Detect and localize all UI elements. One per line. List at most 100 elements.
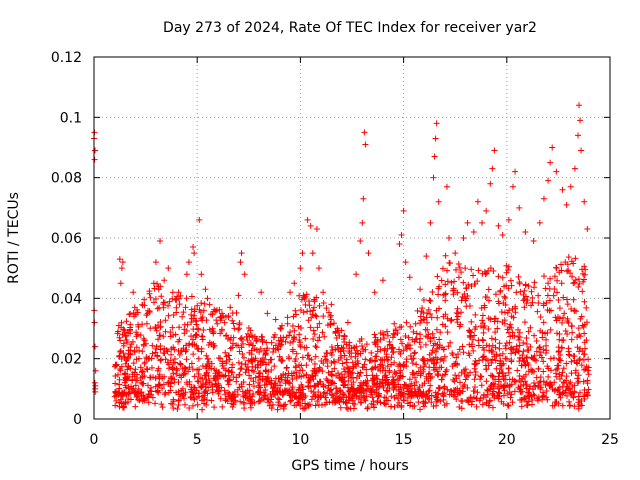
data-point <box>429 347 436 354</box>
data-point <box>211 366 218 373</box>
data-point <box>327 313 334 320</box>
data-point <box>363 341 370 348</box>
data-point <box>147 325 154 332</box>
data-point <box>204 369 211 376</box>
y-tick-label: 0.12 <box>51 50 82 66</box>
data-point <box>512 309 519 316</box>
data-point <box>364 377 371 384</box>
data-point <box>132 366 139 373</box>
data-point <box>568 323 575 330</box>
data-point <box>472 311 479 318</box>
data-point <box>147 374 154 381</box>
data-point <box>113 392 120 399</box>
data-point <box>309 311 316 318</box>
data-point <box>525 361 532 368</box>
data-point <box>123 384 130 391</box>
data-point <box>180 309 187 316</box>
data-point <box>429 288 436 295</box>
data-point <box>508 381 515 388</box>
data-point <box>261 396 268 403</box>
data-point <box>283 364 290 371</box>
data-point <box>472 368 479 375</box>
data-point <box>303 371 310 378</box>
data-point <box>156 382 163 389</box>
data-point <box>453 316 460 323</box>
data-point <box>383 351 390 358</box>
data-point <box>551 402 558 409</box>
data-point <box>266 402 273 409</box>
data-point <box>343 404 350 411</box>
data-point <box>529 367 536 374</box>
data-point <box>170 370 177 377</box>
data-point <box>147 294 154 301</box>
data-point <box>238 383 245 390</box>
data-point <box>433 120 440 127</box>
data-point <box>191 250 198 257</box>
data-point <box>169 375 176 382</box>
data-point <box>572 276 579 283</box>
data-point <box>127 321 134 328</box>
data-point <box>316 378 323 385</box>
data-point <box>429 330 436 337</box>
data-point <box>122 370 129 377</box>
data-point <box>222 349 229 356</box>
data-point <box>353 271 360 278</box>
y-tick-label: 0.04 <box>51 291 82 307</box>
data-point <box>516 342 523 349</box>
data-point <box>563 392 570 399</box>
data-point <box>441 291 448 298</box>
data-point <box>154 387 161 394</box>
data-point <box>357 238 364 245</box>
data-point <box>437 329 444 336</box>
data-point <box>559 319 566 326</box>
data-point <box>162 328 169 335</box>
data-point <box>529 299 536 306</box>
data-point <box>512 349 519 356</box>
data-point <box>426 387 433 394</box>
data-point <box>358 379 365 386</box>
data-point <box>150 299 157 306</box>
data-point <box>199 314 206 321</box>
data-point <box>132 389 139 396</box>
data-point <box>296 292 303 299</box>
data-point <box>313 368 320 375</box>
data-point <box>364 405 371 412</box>
data-point <box>322 401 329 408</box>
data-point <box>188 311 195 318</box>
data-point <box>498 362 505 369</box>
data-point <box>194 394 201 401</box>
data-point <box>430 334 437 341</box>
data-point <box>196 366 203 373</box>
data-point <box>381 400 388 407</box>
data-point <box>223 353 230 360</box>
data-point <box>331 365 338 372</box>
data-point <box>455 260 462 267</box>
data-point <box>506 376 513 383</box>
data-point <box>358 390 365 397</box>
data-point <box>168 351 175 358</box>
data-point <box>250 391 257 398</box>
data-point <box>581 263 588 270</box>
data-point <box>190 244 197 251</box>
data-point <box>568 258 575 265</box>
data-point <box>380 335 387 342</box>
data-point <box>312 343 319 350</box>
data-point <box>369 394 376 401</box>
data-point <box>382 372 389 379</box>
data-point <box>205 384 212 391</box>
data-point <box>256 382 263 389</box>
data-point <box>156 304 163 311</box>
data-point <box>92 388 99 395</box>
data-point <box>496 369 503 376</box>
data-point <box>155 336 162 343</box>
data-point <box>424 326 431 333</box>
data-point <box>384 363 391 370</box>
data-point <box>175 402 182 409</box>
data-point <box>316 302 323 309</box>
data-point <box>199 333 206 340</box>
data-point <box>215 354 222 361</box>
data-point <box>290 313 297 320</box>
data-point <box>331 320 338 327</box>
data-point <box>195 378 202 385</box>
